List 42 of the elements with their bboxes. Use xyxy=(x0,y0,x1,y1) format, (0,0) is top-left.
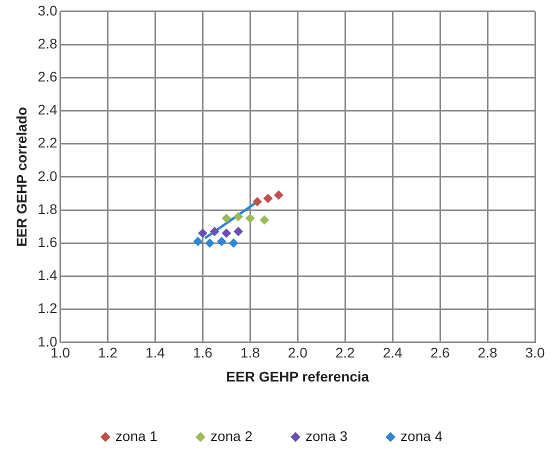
y-tick-label: 2.0 xyxy=(38,168,58,184)
x-tick-label: 1.8 xyxy=(240,344,260,361)
x-tick-label: 2.8 xyxy=(478,344,498,361)
legend-label: zona 3 xyxy=(306,428,348,444)
point xyxy=(229,238,238,248)
x-tick-label: 1.2 xyxy=(98,344,118,361)
point xyxy=(198,228,208,238)
point xyxy=(234,227,243,236)
y-tick-label: 1.6 xyxy=(38,234,58,250)
point xyxy=(252,197,262,206)
x-tick-label: 2.0 xyxy=(288,344,308,361)
y-tick-label: 1.8 xyxy=(38,200,58,217)
y-tick-label: 3.0 xyxy=(38,2,58,18)
y-axis-title: EER GEHP correlado xyxy=(13,107,30,247)
point xyxy=(210,227,220,236)
legend-label: zona 2 xyxy=(210,428,253,444)
x-tick-label: 1.4 xyxy=(145,344,166,361)
y-tick-label: 1.4 xyxy=(38,267,58,284)
y-tick-label: 2.8 xyxy=(38,35,58,52)
y-tick-label: 2.2 xyxy=(38,134,58,151)
point xyxy=(263,194,272,203)
y-tick-label: 2.4 xyxy=(38,102,58,118)
point xyxy=(217,236,226,246)
y-tick-label: 1.0 xyxy=(38,333,58,350)
x-tick-label: 1.6 xyxy=(192,344,213,361)
point xyxy=(234,212,243,222)
legend-label: zona 1 xyxy=(115,428,158,444)
point xyxy=(222,228,231,238)
point xyxy=(205,238,214,248)
y-tick-label: 2.6 xyxy=(38,68,58,84)
point xyxy=(274,190,284,200)
x-tick-label: 2.2 xyxy=(335,344,356,361)
point xyxy=(193,236,202,246)
x-tick-label: 2.4 xyxy=(382,344,403,361)
x-tick-label: 2.6 xyxy=(430,344,450,361)
point xyxy=(246,214,255,223)
x-tick-label: 3.0 xyxy=(525,344,545,361)
legend-label: zona 4 xyxy=(400,428,443,444)
y-tick-label: 1.2 xyxy=(38,300,58,316)
point xyxy=(222,214,231,223)
x-axis-title: EER GEHP referencia xyxy=(226,368,370,384)
point xyxy=(260,215,269,224)
